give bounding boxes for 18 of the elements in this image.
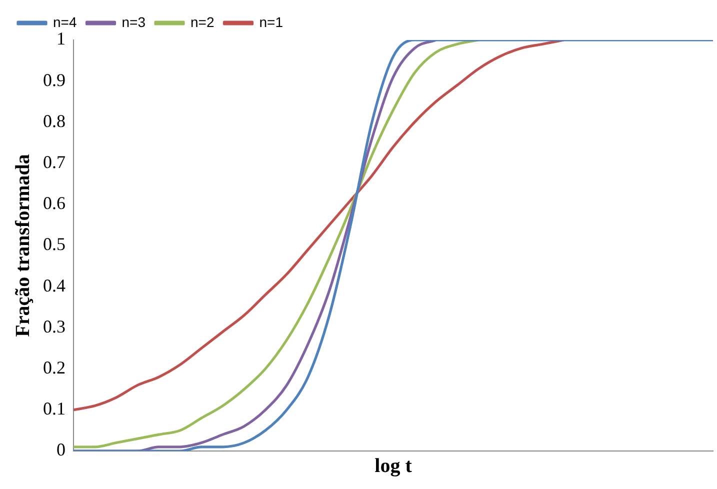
legend-label: n=4 xyxy=(53,14,77,30)
legend-label: n=1 xyxy=(259,14,284,30)
y-tick-label: 0.2 xyxy=(43,358,66,378)
y-tick-label: 0.1 xyxy=(43,398,66,419)
legend-label: n=3 xyxy=(122,14,146,30)
y-axis-title: Fração transformada xyxy=(12,154,34,337)
line-series xyxy=(72,40,714,451)
y-tick-label: 0.5 xyxy=(43,234,66,254)
x-axis-title: log t xyxy=(374,455,412,478)
y-tick-label: 0.9 xyxy=(43,70,66,90)
y-tick-label: 0.7 xyxy=(43,152,66,172)
legend-label: n=2 xyxy=(190,14,214,30)
y-tick-label: 0 xyxy=(56,440,66,460)
y-tick-label: 0.4 xyxy=(43,275,66,296)
y-tick-label: 0.3 xyxy=(43,316,66,336)
y-tick-label: 0.8 xyxy=(43,110,66,131)
y-tick-label: 1 xyxy=(56,28,66,49)
y-tick-label: 0.6 xyxy=(43,193,66,214)
